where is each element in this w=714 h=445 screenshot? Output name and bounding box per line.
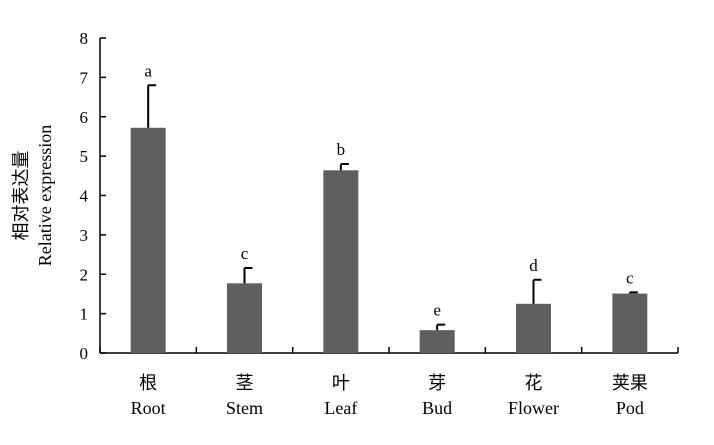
y-tick-label: 5	[80, 147, 89, 166]
significance-label: d	[529, 256, 538, 275]
category-label-zh: 根	[139, 373, 157, 393]
category-label-en: Bud	[422, 398, 452, 418]
y-tick-label: 6	[80, 108, 89, 127]
category-label-en: Root	[131, 398, 166, 418]
significance-label: e	[433, 301, 441, 320]
y-tick-label: 7	[80, 68, 89, 87]
category-labels: 根 Root 茎 Stem 叶 Leaf 芽 Bud 花 Flower 荚果 Pod	[131, 373, 648, 418]
category-label-en: Leaf	[324, 398, 357, 418]
category-label-en: Stem	[226, 398, 263, 418]
x-axis	[99, 347, 679, 354]
y-axis-label-zh: 相对表达量	[11, 151, 31, 241]
significance-labels: a c b e d c	[144, 61, 634, 319]
bar	[130, 127, 166, 354]
y-tick-label: 0	[80, 344, 89, 363]
error-bars	[147, 84, 638, 331]
category-label-zh: 茎	[236, 373, 254, 393]
category-label-zh: 芽	[428, 373, 446, 393]
category-label-en: Pod	[616, 398, 644, 418]
category-label-zh: 花	[525, 373, 543, 393]
category-label-en: Flower	[508, 398, 559, 418]
y-tick-label: 8	[80, 29, 89, 48]
y-tick-label: 4	[80, 187, 89, 206]
y-tick-label: 1	[80, 305, 89, 324]
y-tick-label: 3	[80, 226, 89, 245]
bars	[130, 127, 648, 354]
significance-label: c	[626, 268, 634, 287]
y-axis-label-en: Relative expression	[35, 125, 55, 266]
y-axis-label: 相对表达量 Relative expression	[11, 125, 55, 266]
bar	[516, 303, 551, 353]
bar	[323, 170, 359, 353]
significance-label: b	[337, 140, 346, 159]
significance-label: c	[241, 244, 249, 263]
bar	[419, 330, 455, 353]
bar	[612, 293, 648, 353]
significance-label: a	[144, 61, 152, 80]
category-label-zh: 荚果	[612, 373, 648, 393]
bar	[227, 283, 262, 353]
y-tick-label: 2	[80, 265, 89, 284]
y-axis: 0 1 2 3 4 5 6 7 8	[80, 29, 106, 363]
category-label-zh: 叶	[332, 373, 350, 393]
